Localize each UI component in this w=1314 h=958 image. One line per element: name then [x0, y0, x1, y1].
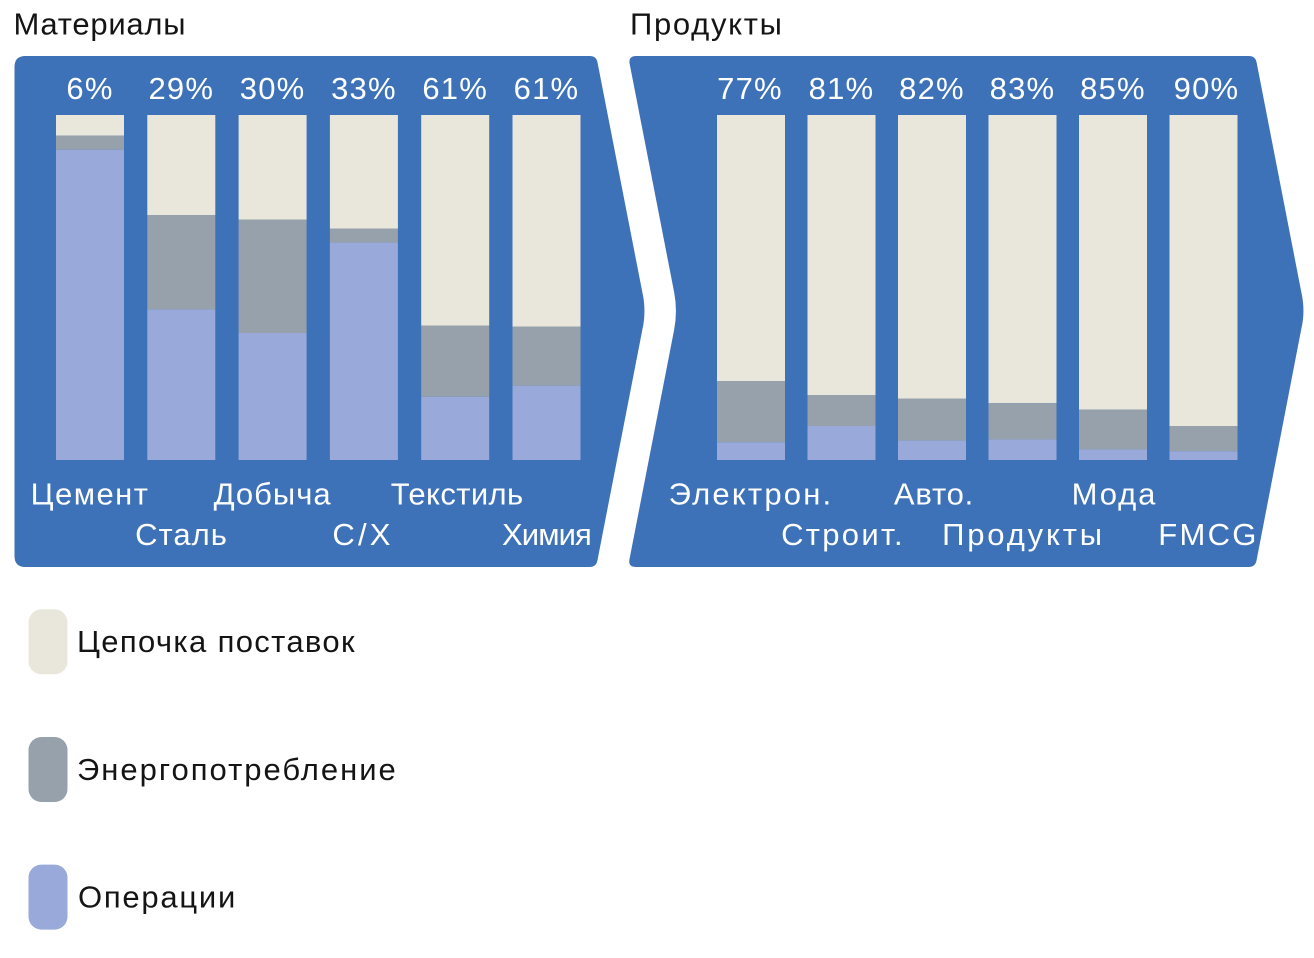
svg-text:Сталь: Сталь	[135, 517, 228, 552]
svg-text:Цепочка поставок: Цепочка поставок	[77, 624, 356, 659]
svg-text:90%: 90%	[1174, 71, 1240, 106]
svg-text:Строит.: Строит.	[781, 517, 905, 552]
svg-text:Продукты: Продукты	[942, 517, 1105, 552]
svg-text:30%: 30%	[240, 71, 306, 106]
svg-text:77%: 77%	[717, 71, 783, 106]
svg-text:FMCG: FMCG	[1158, 517, 1258, 552]
svg-text:85%: 85%	[1080, 71, 1146, 106]
svg-text:33%: 33%	[331, 71, 397, 106]
svg-text:6%: 6%	[66, 71, 113, 106]
svg-text:82%: 82%	[899, 71, 965, 106]
svg-text:Добыча: Добыча	[214, 477, 332, 512]
svg-text:29%: 29%	[148, 71, 214, 106]
svg-text:81%: 81%	[809, 71, 875, 106]
svg-text:61%: 61%	[422, 71, 488, 106]
svg-text:Текстиль: Текстиль	[391, 477, 524, 512]
svg-text:Продукты: Продукты	[630, 7, 784, 42]
svg-text:Электрон.: Электрон.	[669, 477, 834, 512]
svg-text:Химия: Химия	[502, 517, 591, 552]
svg-text:83%: 83%	[990, 71, 1056, 106]
svg-text:Энергопотребление: Энергопотребление	[77, 752, 398, 787]
svg-text:Мода: Мода	[1072, 477, 1158, 512]
svg-text:Операции: Операции	[78, 880, 237, 915]
svg-text:61%: 61%	[514, 71, 580, 106]
svg-text:С/Х: С/Х	[332, 517, 393, 552]
svg-text:Материалы: Материалы	[14, 7, 187, 42]
svg-text:Авто.: Авто.	[894, 477, 974, 512]
svg-text:Цемент: Цемент	[31, 477, 150, 512]
